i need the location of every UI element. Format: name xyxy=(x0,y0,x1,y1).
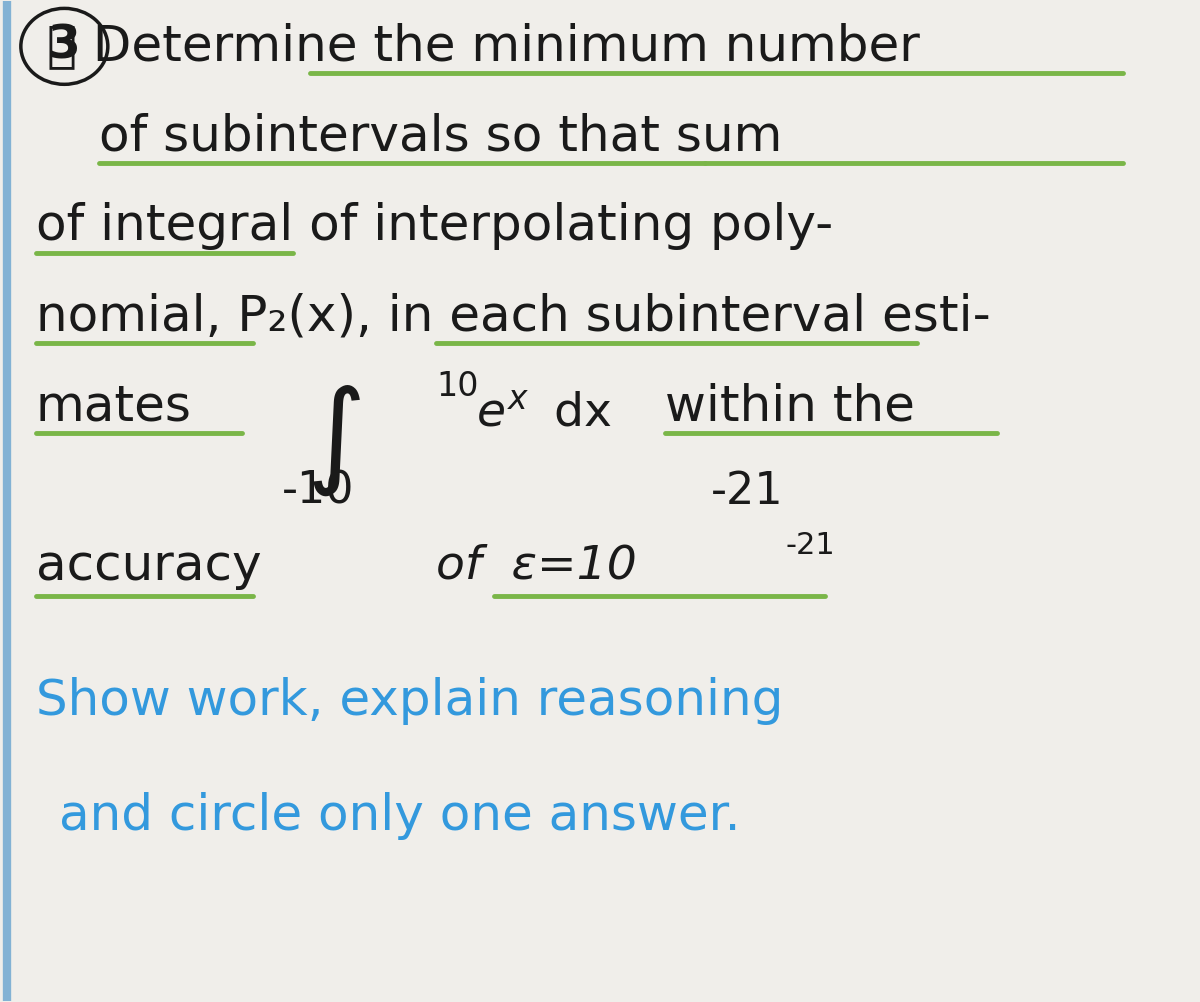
Text: and circle only one answer.: and circle only one answer. xyxy=(59,792,740,840)
Text: mates: mates xyxy=(36,382,192,430)
Text: $\int$: $\int$ xyxy=(306,384,361,498)
Text: 10: 10 xyxy=(437,370,479,403)
Text: Show work, explain reasoning: Show work, explain reasoning xyxy=(36,676,784,724)
Text: of subintervals so that sum: of subintervals so that sum xyxy=(98,112,782,160)
Text: -10: -10 xyxy=(282,470,354,512)
Text: within the: within the xyxy=(665,382,916,430)
Text: accuracy: accuracy xyxy=(36,542,262,590)
Text: $e^x$: $e^x$ xyxy=(476,391,529,436)
Text: of  ε=10: of ε=10 xyxy=(437,543,637,588)
Text: ⓸ Determine the minimum number: ⓸ Determine the minimum number xyxy=(47,22,920,70)
Text: 3: 3 xyxy=(48,24,80,69)
Text: of integral of interpolating poly-: of integral of interpolating poly- xyxy=(36,202,833,250)
Text: dx: dx xyxy=(539,391,612,436)
Text: -21: -21 xyxy=(712,470,784,512)
Text: nomial, P₂(x), in each subinterval esti-: nomial, P₂(x), in each subinterval esti- xyxy=(36,293,990,340)
Text: -21: -21 xyxy=(786,531,835,560)
